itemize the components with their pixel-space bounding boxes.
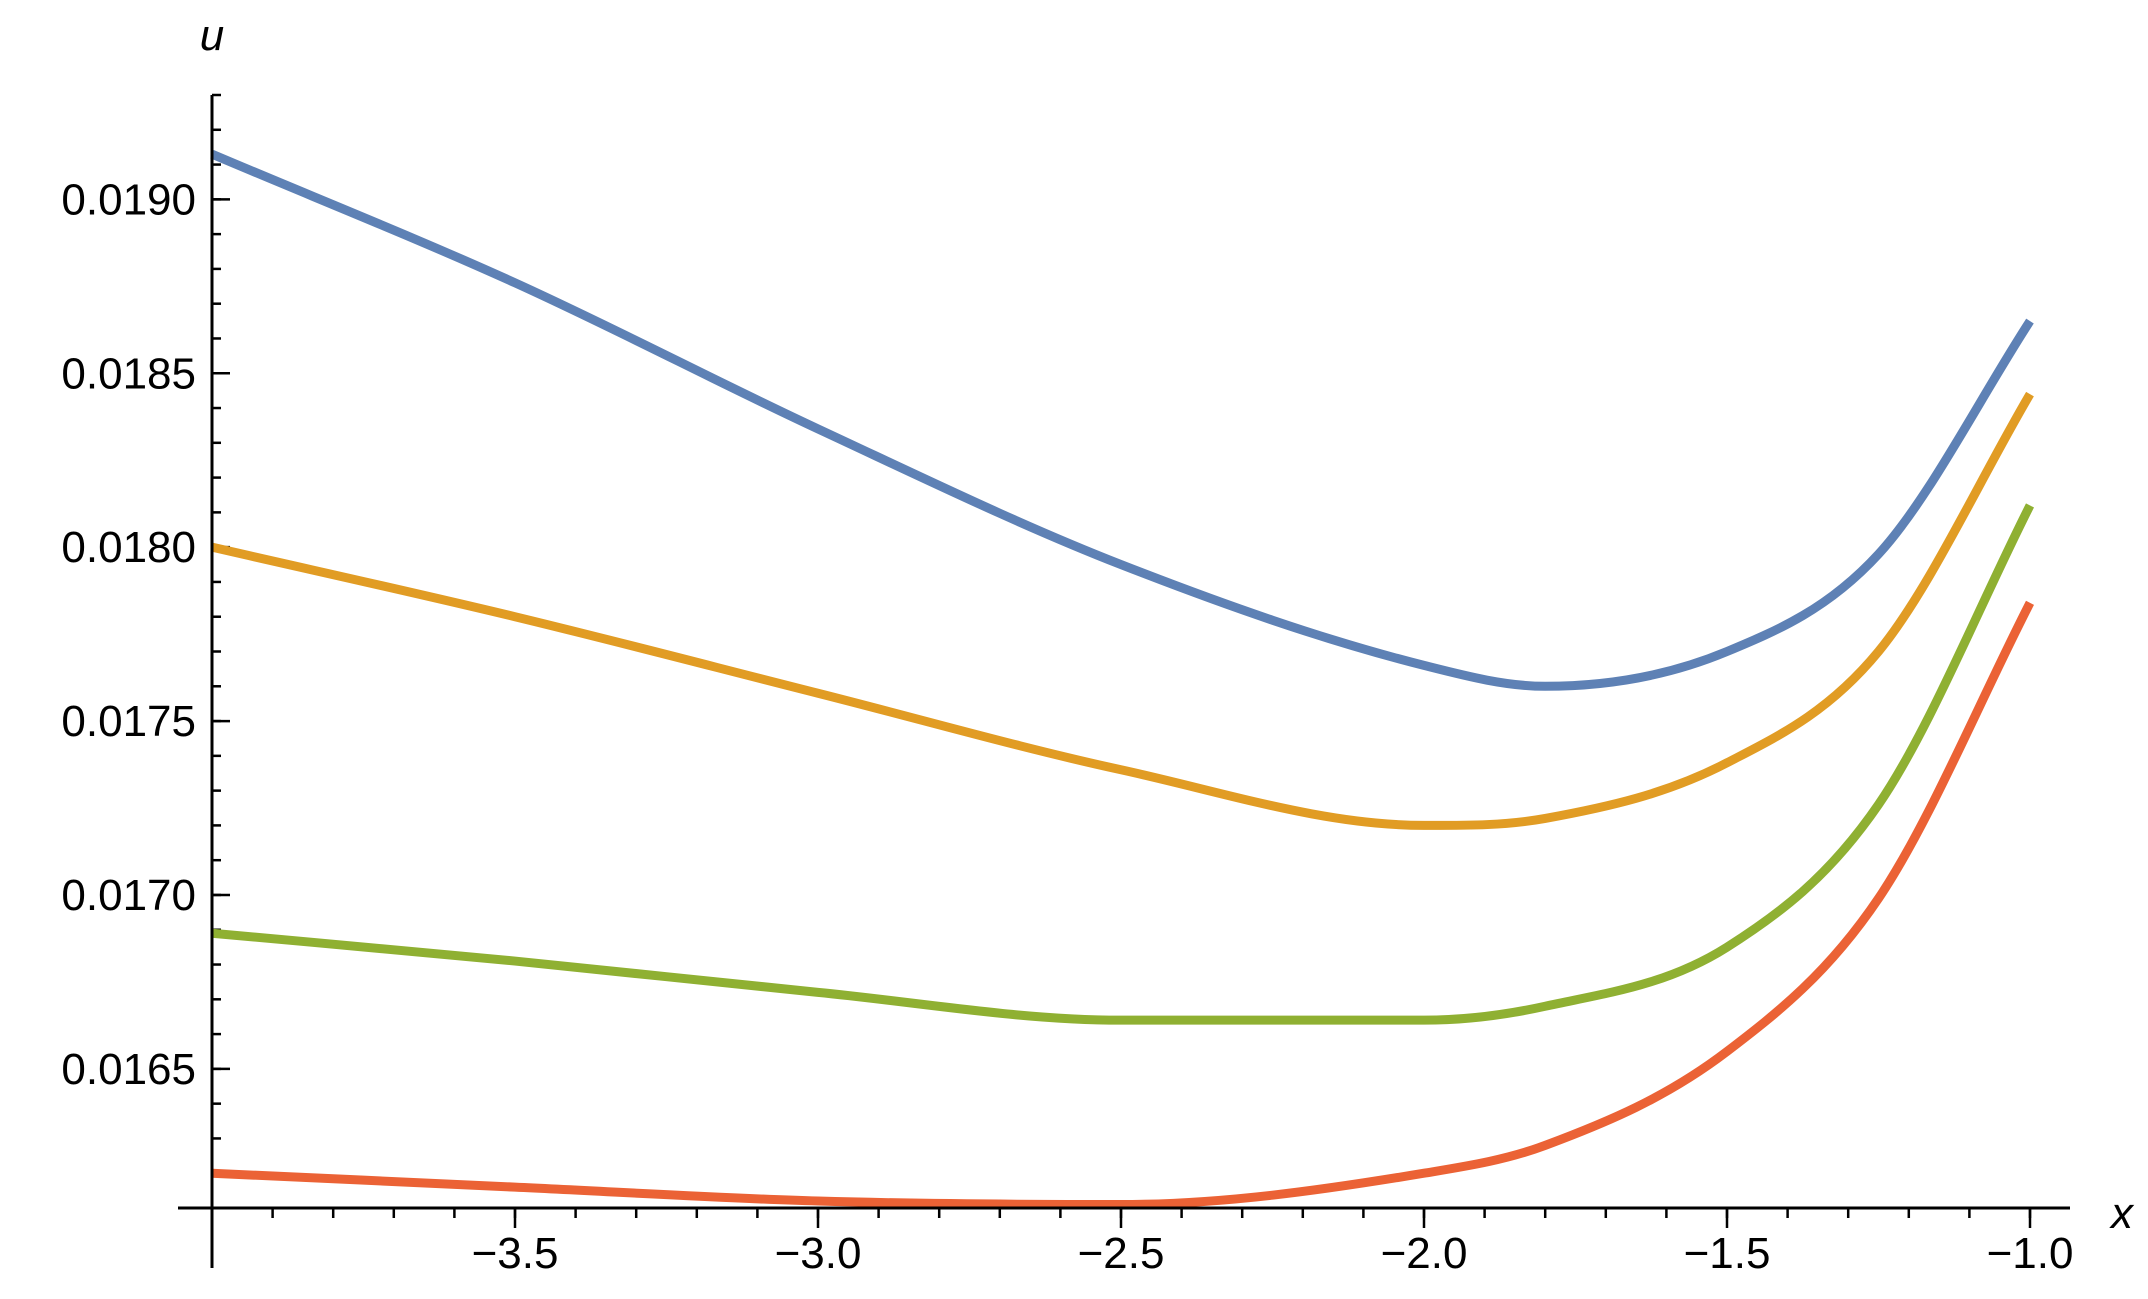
y-tick-label: 0.0175: [61, 697, 196, 746]
y-tick-label: 0.0185: [61, 349, 196, 398]
x-tick-label: −3.5: [472, 1229, 559, 1278]
x-tick-label: −3.0: [775, 1229, 862, 1278]
series-line-4: [211, 600, 2035, 1210]
y-axis-ticks: 0.0165 0.0170 0.0175 0.0180 0.0185 0.0190: [61, 175, 230, 1094]
x-tick-label: −1.0: [1987, 1229, 2074, 1278]
x-tick-label: −2.5: [1078, 1229, 1165, 1278]
series-line-1: [210, 149, 2034, 691]
y-axis-title: u: [200, 11, 224, 60]
y-tick-label: 0.0165: [61, 1045, 196, 1094]
x-tick-label: −1.5: [1684, 1229, 1771, 1278]
series-layer: [210, 149, 2035, 1210]
series-line-2: [210, 391, 2034, 830]
y-tick-label: 0.0190: [61, 175, 196, 224]
y-tick-label: 0.0180: [61, 523, 196, 572]
x-axis-ticks: −3.5 −3.0 −2.5 −2.0 −1.5 −1.0: [472, 1208, 2074, 1278]
y-tick-label: 0.0170: [61, 871, 196, 920]
x-tick-label: −2.0: [1381, 1229, 1468, 1278]
x-axis-title: x: [2109, 1189, 2135, 1238]
series-line-3: [211, 503, 2035, 1025]
